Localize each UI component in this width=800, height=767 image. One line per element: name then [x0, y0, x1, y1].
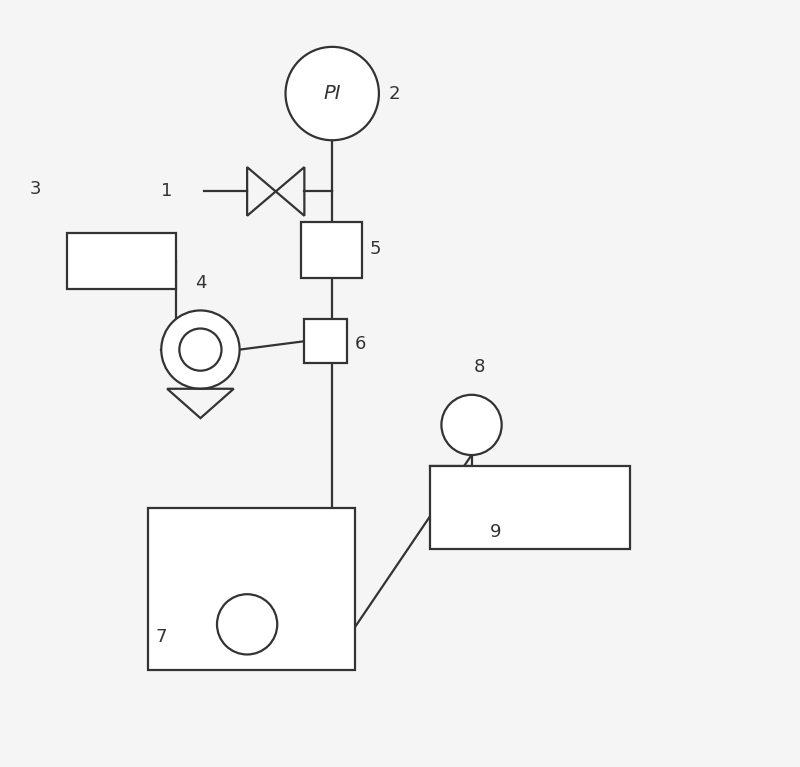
Bar — [67, 233, 176, 289]
Text: 6: 6 — [355, 334, 366, 353]
Circle shape — [162, 311, 239, 389]
Bar — [301, 222, 362, 278]
Circle shape — [217, 594, 278, 654]
Text: 1: 1 — [161, 183, 172, 200]
Text: 9: 9 — [490, 523, 502, 541]
Bar — [148, 508, 355, 670]
Circle shape — [286, 47, 379, 140]
Bar — [430, 466, 630, 549]
Text: 5: 5 — [370, 240, 382, 258]
Text: 3: 3 — [30, 180, 41, 198]
Text: 4: 4 — [194, 275, 206, 292]
Circle shape — [442, 395, 502, 455]
Bar — [304, 320, 347, 363]
Text: 8: 8 — [474, 358, 485, 376]
Text: 7: 7 — [155, 628, 166, 647]
Text: PI: PI — [323, 84, 341, 103]
Text: 2: 2 — [389, 84, 400, 103]
